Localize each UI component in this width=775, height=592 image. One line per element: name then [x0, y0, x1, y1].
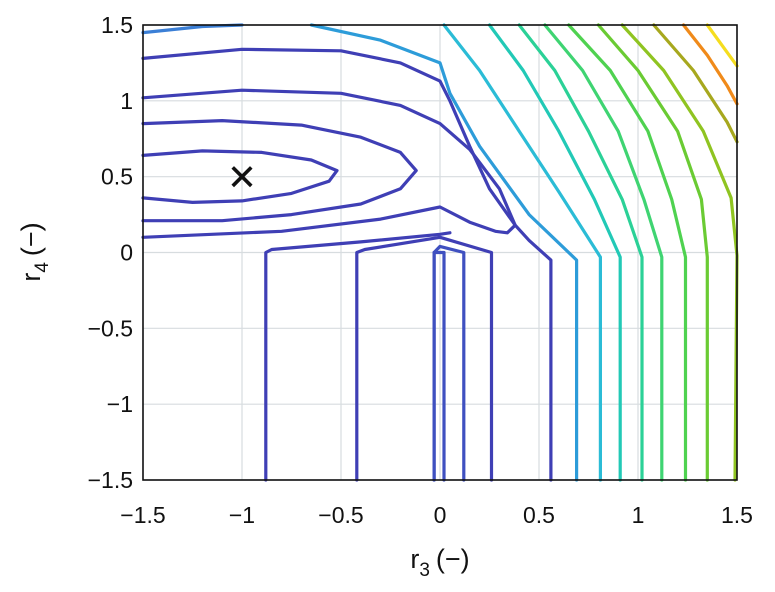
y-tick-label: 0: [120, 240, 133, 266]
y-tick-label: −1: [107, 391, 133, 417]
contour-line: [355, 235, 494, 482]
y-tick-label: 1: [120, 88, 133, 114]
y-axis-label: r4(−): [16, 222, 53, 281]
x-tick-label: −1: [229, 502, 255, 528]
contour-line: [596, 23, 709, 482]
x-axis-label: r3 (−): [410, 544, 469, 581]
contour-line: [141, 23, 244, 35]
contour-line: [141, 149, 339, 204]
contour-line: [442, 23, 602, 482]
x-tick-label: 1.5: [721, 502, 753, 528]
contour-line: [567, 23, 688, 482]
contour-line: [487, 23, 622, 482]
contour-line: [141, 47, 553, 482]
minimum-marker-group: [231, 166, 253, 188]
x-tick-label: 0.5: [523, 502, 555, 528]
x-tick-labels: −1.5 −1 −0.5 0 0.5 1 1.5: [120, 502, 753, 528]
y-tick-labels: −1.5 −1 −0.5 0 0.5 1 1.5: [88, 12, 133, 493]
contour-line: [705, 23, 739, 68]
y-tick-label: 1.5: [101, 12, 133, 38]
x-tick-label: 1: [632, 502, 645, 528]
y-tick-label: −1.5: [88, 467, 133, 493]
contour-line: [309, 23, 579, 482]
contour-line: [264, 231, 452, 482]
minimum-marker: [231, 166, 253, 188]
x-tick-label: −1.5: [120, 502, 165, 528]
y-tick-label: −0.5: [88, 315, 133, 341]
contour-line: [681, 23, 739, 106]
contour-line: [543, 23, 664, 482]
x-tick-label: 0: [434, 502, 447, 528]
x-tick-label: −0.5: [318, 502, 363, 528]
contour-line: [432, 244, 466, 482]
plot-frame: [142, 24, 738, 481]
contour-line: [141, 119, 418, 223]
contour-line: [652, 23, 739, 144]
y-tick-label: 0.5: [101, 164, 133, 190]
contour-line: [517, 23, 644, 482]
